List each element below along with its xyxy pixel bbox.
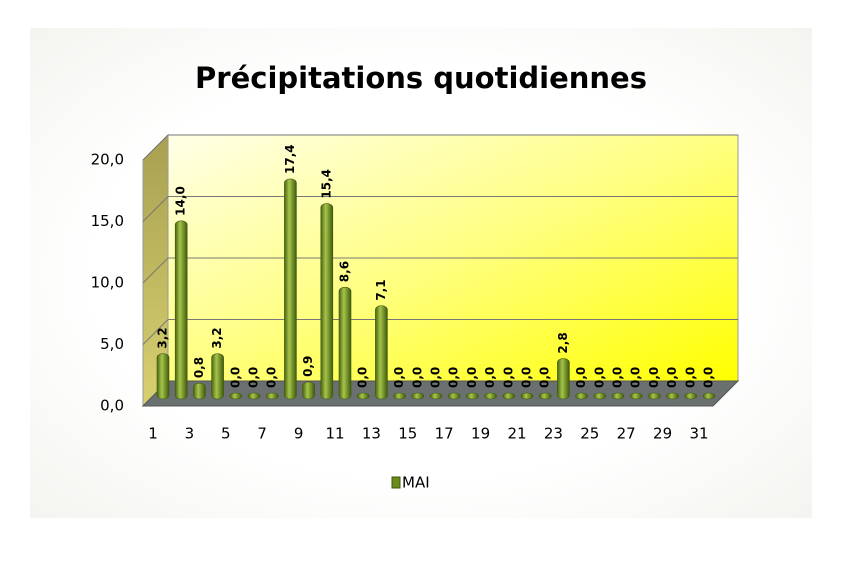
x-tick-label: 15 [398, 425, 417, 443]
data-label: 0,0 [447, 367, 461, 388]
data-label: 0,0 [392, 367, 406, 388]
y-tick-label: 5,0 [100, 335, 124, 353]
chart-title: Précipitations quotidiennes [195, 61, 647, 95]
x-tick-label: 19 [471, 425, 490, 443]
data-label: 0,0 [538, 367, 552, 388]
bar [484, 392, 497, 400]
data-label: 3,2 [156, 327, 170, 348]
data-label: 8,6 [338, 261, 352, 282]
bar [593, 392, 607, 400]
data-label: 0,0 [228, 367, 242, 388]
data-label: 0,0 [356, 367, 370, 388]
data-label: 0,8 [192, 357, 206, 378]
data-label: 0,0 [501, 367, 515, 388]
data-label: 0,0 [483, 367, 497, 388]
x-tick-label: 31 [689, 425, 708, 443]
x-tick-label: 11 [325, 425, 344, 443]
bar [666, 392, 679, 400]
bar [284, 178, 297, 400]
y-tick-label: 20,0 [91, 151, 124, 169]
x-tick-label: 5 [221, 425, 231, 443]
data-label: 0,0 [592, 367, 606, 388]
data-label: 0,0 [647, 367, 661, 388]
bar [375, 305, 388, 400]
bar [611, 392, 625, 400]
x-tick-label: 17 [435, 425, 454, 443]
y-tick-label: 15,0 [91, 212, 124, 230]
bar [411, 392, 425, 400]
bar [229, 392, 243, 400]
grid-line [142, 257, 169, 284]
data-label: 0,0 [247, 367, 261, 388]
bar [648, 392, 661, 400]
data-label: 2,8 [556, 332, 570, 353]
grid-line [142, 319, 169, 345]
bar [538, 392, 552, 400]
data-label: 3,2 [210, 327, 224, 348]
bar [702, 392, 716, 400]
bar [302, 381, 315, 400]
bar [247, 392, 261, 400]
data-label: 0,0 [611, 367, 625, 388]
data-label: 0,0 [465, 367, 479, 388]
x-tick-label: 3 [185, 425, 195, 443]
y-tick-label: 10,0 [91, 274, 124, 292]
x-tick-label: 21 [507, 425, 526, 443]
x-tick-label: 7 [257, 425, 267, 443]
data-label: 0,0 [265, 367, 279, 388]
data-label: 17,4 [283, 144, 297, 174]
grid-line [142, 196, 169, 222]
bar [466, 392, 479, 400]
bar [193, 382, 206, 400]
bar [174, 220, 188, 400]
data-label: 0,9 [301, 356, 315, 377]
x-tick-label: 27 [617, 425, 636, 443]
x-tick-label: 25 [580, 425, 599, 443]
bar [447, 392, 461, 400]
bar [320, 203, 334, 400]
legend-label: MAI [402, 474, 430, 492]
bar [684, 392, 698, 400]
data-label: 0,0 [574, 367, 588, 388]
bar [156, 353, 170, 400]
data-label: 0,0 [665, 367, 679, 388]
bar [502, 392, 516, 400]
bar [265, 392, 279, 400]
x-tick-label: 13 [362, 425, 381, 443]
data-label: 0,0 [520, 367, 534, 388]
x-tick-label: 9 [294, 425, 304, 443]
bar [356, 392, 370, 400]
bar [211, 353, 224, 400]
grid-line [142, 134, 169, 161]
data-label: 0,0 [410, 367, 424, 388]
data-label: 7,1 [374, 279, 388, 300]
bar [393, 392, 406, 400]
data-label: 0,0 [429, 367, 443, 388]
bar [557, 358, 570, 400]
bar [629, 392, 643, 400]
y-tick-label: 0,0 [100, 397, 124, 415]
legend-swatch [391, 476, 401, 489]
data-label: 15,4 [319, 169, 333, 199]
x-tick-label: 1 [148, 425, 158, 443]
bar [429, 392, 443, 400]
x-tick-label: 23 [544, 425, 563, 443]
data-label: 0,0 [702, 367, 716, 388]
x-tick-label: 29 [653, 425, 672, 443]
bar [575, 392, 588, 400]
data-label: 0,0 [629, 367, 643, 388]
data-label: 0,0 [683, 367, 697, 388]
data-label: 14,0 [174, 186, 188, 216]
bar [520, 392, 534, 400]
bar [338, 286, 352, 400]
